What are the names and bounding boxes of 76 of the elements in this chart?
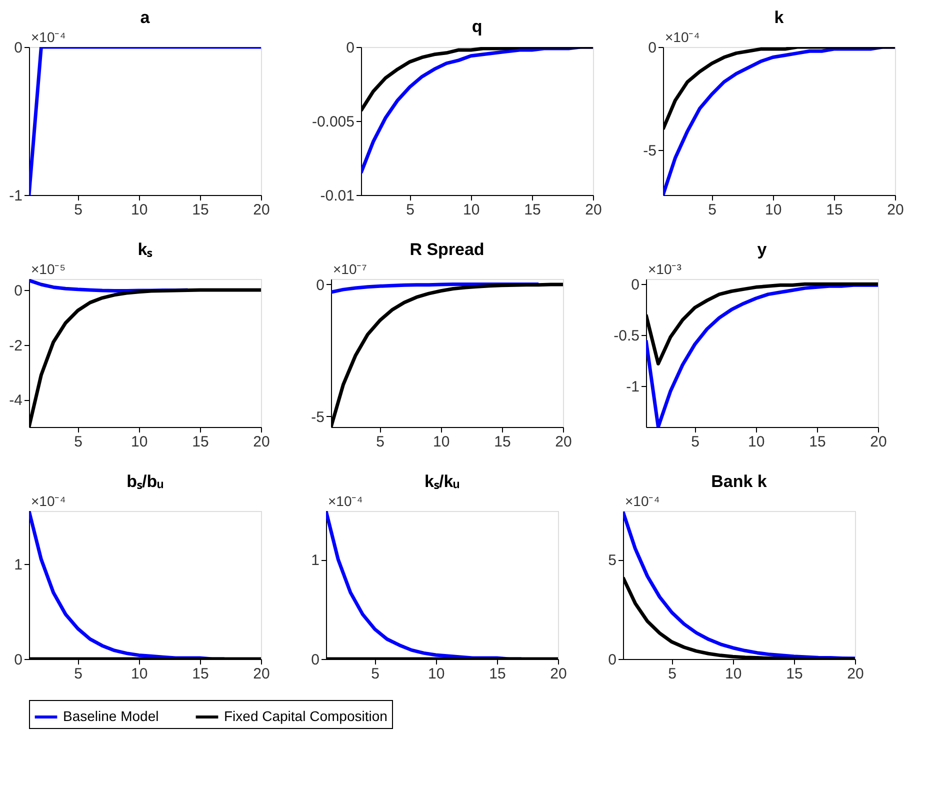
x-tick-label: 5 [668, 666, 677, 682]
y-tick-label: 0 [14, 282, 22, 300]
y-tick-label: 1 [14, 556, 22, 574]
x-tick-label: 20 [870, 434, 887, 450]
x-tick-label: 15 [494, 434, 511, 450]
legend-label: Baseline Model [63, 708, 159, 724]
y-tick-label: 0 [316, 276, 324, 294]
x-tick-label: 20 [585, 202, 602, 218]
x-tick-label: 5 [74, 666, 83, 682]
y-tick-label: 0 [648, 40, 656, 56]
text: ×10⁻⁴ [625, 493, 660, 509]
y-tick-label: 0 [631, 276, 640, 294]
chart-title: y [757, 240, 768, 259]
x-tick-label: 20 [555, 434, 572, 450]
y-tick-label: 0 [14, 40, 22, 56]
chart-title: q [472, 17, 482, 36]
y-tick-label: 0 [311, 652, 320, 668]
x-tick-label: 5 [406, 202, 415, 218]
chart-title: k [774, 8, 784, 27]
x-tick-label: 20 [253, 202, 270, 218]
y-tick-label: 1 [311, 552, 320, 570]
x-tick-label: 20 [847, 666, 864, 682]
x-tick-label: 20 [887, 202, 904, 218]
legend-label: Fixed Capital Composition [224, 708, 388, 724]
x-tick-label: 5 [691, 434, 700, 450]
x-tick-label: 15 [192, 434, 209, 450]
text: ×10⁻⁴ [328, 493, 363, 509]
text: ×10⁻⁴ [31, 29, 66, 45]
y-tick-label: -0.005 [312, 114, 354, 130]
x-tick-label: 10 [463, 202, 480, 218]
x-tick-label: 20 [253, 666, 270, 682]
x-tick-label: 20 [253, 434, 270, 450]
y-tick-label: -1 [626, 378, 640, 396]
y-tick-label: -5 [643, 142, 656, 160]
x-tick-label: 15 [192, 666, 209, 682]
chart-title: kₛ [138, 240, 154, 259]
x-tick-label: 10 [428, 666, 445, 682]
x-tick-label: 10 [433, 434, 450, 450]
x-tick-label: 10 [131, 202, 148, 218]
x-tick-label: 15 [192, 202, 209, 218]
x-tick-label: 5 [708, 202, 717, 218]
y-tick-label: 0 [346, 40, 354, 56]
y-tick-label: -1 [9, 188, 22, 204]
x-tick-label: 5 [74, 434, 83, 450]
chart-title: R Spread [410, 240, 484, 259]
x-tick-label: 10 [131, 666, 148, 682]
x-tick-label: 20 [550, 666, 567, 682]
y-tick-label: -0.01 [320, 188, 354, 204]
x-tick-label: 10 [725, 666, 742, 682]
y-tick-label: -2 [9, 337, 22, 354]
x-tick-label: 5 [74, 202, 83, 218]
x-tick-label: 15 [524, 202, 541, 218]
y-tick-label: 0 [608, 652, 616, 668]
chart-title: kₛ/kᵤ [424, 472, 460, 491]
chart-title: Bank k [711, 472, 768, 491]
y-tick-label: -0.5 [614, 328, 640, 345]
x-tick-label: 15 [826, 202, 843, 218]
chart-title: a [140, 8, 150, 27]
text: ×10⁻⁵ [31, 261, 66, 277]
x-tick-label: 15 [489, 666, 506, 682]
chart-title: bₛ/bᵤ [126, 472, 164, 491]
x-tick-label: 5 [371, 666, 380, 682]
x-tick-label: 5 [376, 434, 385, 450]
text: ×10⁻⁴ [31, 493, 66, 509]
y-tick-label: 5 [608, 552, 616, 570]
x-tick-label: 15 [786, 666, 803, 682]
x-tick-label: 10 [748, 434, 765, 450]
text: ×10⁻⁴ [665, 29, 700, 45]
text: ×10⁻³ [648, 261, 682, 277]
x-tick-label: 10 [131, 434, 148, 450]
y-tick-label: -4 [9, 392, 22, 410]
x-tick-label: 10 [765, 202, 782, 218]
y-tick-label: 0 [14, 652, 22, 668]
text: ×10⁻⁷ [333, 261, 367, 277]
y-tick-label: -5 [311, 408, 324, 426]
x-tick-label: 15 [809, 434, 826, 450]
